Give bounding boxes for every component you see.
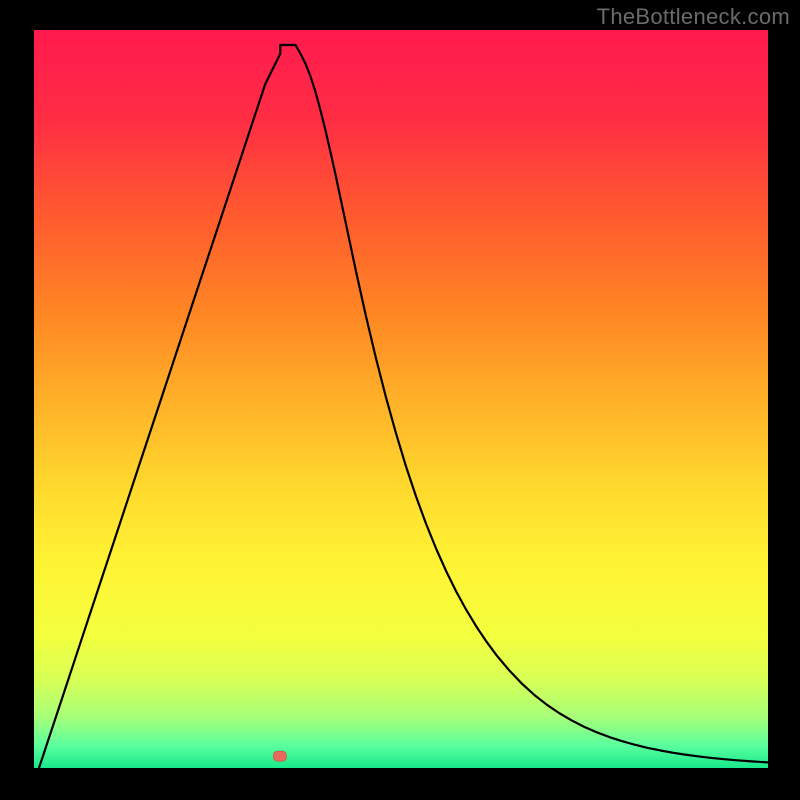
optimal-point-marker [273, 751, 286, 761]
bottleneck-curve-svg [34, 30, 768, 768]
gradient-background [34, 30, 768, 768]
watermark-text: TheBottleneck.com [597, 4, 790, 30]
outer-frame: TheBottleneck.com [0, 0, 800, 800]
chart-area [34, 30, 768, 768]
